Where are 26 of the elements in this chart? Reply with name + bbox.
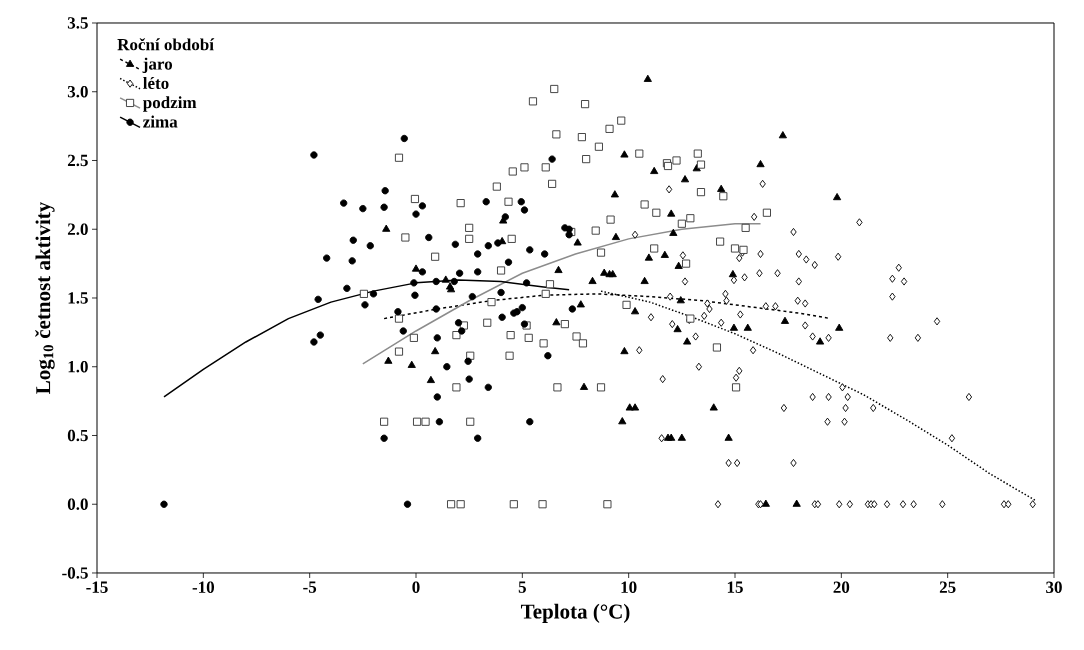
x-tick-label: 0	[412, 581, 420, 593]
y-axis-title: Log$_{10}$ četnost aktivity	[35, 201, 55, 394]
legend-label: léto	[143, 76, 169, 89]
y-tick-label: 0.5	[67, 429, 88, 442]
legend-label: jaro	[142, 57, 173, 74]
x-tick-label: -15	[86, 581, 108, 593]
y-tick-label: -0.5	[62, 567, 88, 579]
x-axis-title: Teplota (°C)	[520, 603, 630, 623]
x-tick-label: 20	[833, 581, 850, 593]
y-tick-label: 3.0	[67, 85, 88, 98]
x-tick-label: 15	[727, 581, 743, 593]
legend-label: zima	[143, 115, 178, 128]
y-tick-label: 1.5	[68, 292, 88, 304]
y-tick-label: 3.5	[67, 17, 88, 29]
legend-label: podzim	[142, 96, 197, 112]
x-tick-label: 10	[621, 581, 637, 593]
y-tick-label: 2.0	[67, 223, 88, 236]
y-tick-label: 1.0	[68, 360, 88, 373]
y-tick-label: 0.0	[67, 498, 88, 510]
legend-title: Roční období	[117, 38, 215, 51]
x-tick-label: 25	[939, 581, 956, 593]
x-tick-label: -10	[192, 581, 215, 593]
x-tick-label: -5	[303, 581, 317, 593]
x-tick-label: 30	[1046, 581, 1062, 593]
x-tick-label: 5	[518, 581, 526, 593]
y-tick-label: 2.5	[67, 154, 88, 167]
